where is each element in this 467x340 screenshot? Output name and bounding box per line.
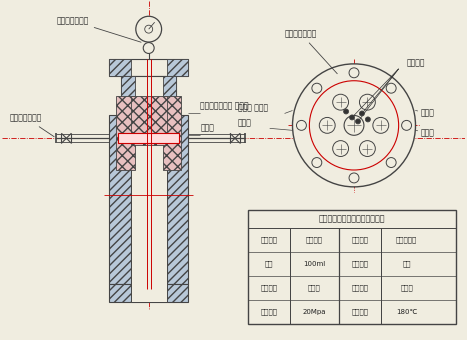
Circle shape xyxy=(309,81,399,170)
Circle shape xyxy=(402,120,411,130)
Text: 取样口: 取样口 xyxy=(238,118,252,128)
Text: 蓝宝石: 蓝宝石 xyxy=(308,284,321,291)
Bar xyxy=(109,116,131,284)
Bar xyxy=(167,59,188,76)
Bar xyxy=(131,116,167,302)
Text: 主体材质: 主体材质 xyxy=(352,260,368,267)
Circle shape xyxy=(386,83,396,93)
Text: 设计压力: 设计压力 xyxy=(260,308,277,315)
Text: 客户名称: 客户名称 xyxy=(260,236,277,243)
Circle shape xyxy=(292,64,416,187)
Text: 挿头材质: 挿头材质 xyxy=(352,284,368,291)
Bar xyxy=(109,59,131,76)
Text: 进气口和进液口 排气口: 进气口和进液口 排气口 xyxy=(200,102,249,110)
Text: 北京世纪森肃实验仪器有限公司: 北京世纪森肃实验仪器有限公司 xyxy=(319,214,385,223)
Text: 100ml: 100ml xyxy=(303,260,325,267)
Circle shape xyxy=(349,68,359,78)
Text: 取样口: 取样口 xyxy=(200,123,214,132)
Bar xyxy=(109,59,188,76)
Bar xyxy=(121,76,177,116)
Bar xyxy=(116,96,135,170)
Bar xyxy=(163,96,181,170)
Circle shape xyxy=(143,42,154,53)
Circle shape xyxy=(355,119,361,124)
Circle shape xyxy=(365,117,370,122)
Circle shape xyxy=(319,117,335,133)
Text: 北京大学: 北京大学 xyxy=(306,236,323,243)
Circle shape xyxy=(312,157,322,168)
Circle shape xyxy=(136,16,162,42)
Circle shape xyxy=(360,111,364,116)
Circle shape xyxy=(360,94,375,110)
Text: 不锈锂: 不锈锂 xyxy=(400,284,413,291)
Text: 设备名称: 设备名称 xyxy=(352,236,368,243)
Circle shape xyxy=(333,141,348,156)
Text: 衩片材质: 衩片材质 xyxy=(260,284,277,291)
Text: 蓝宝石孔: 蓝宝石孔 xyxy=(407,59,425,68)
Circle shape xyxy=(297,120,306,130)
Circle shape xyxy=(333,94,348,110)
Bar xyxy=(167,116,188,284)
Circle shape xyxy=(360,141,375,156)
Bar xyxy=(248,210,456,324)
Bar xyxy=(118,133,179,143)
Text: 进液口 排气口: 进液口 排气口 xyxy=(238,103,268,113)
Circle shape xyxy=(349,173,359,183)
Text: 进气口: 进气口 xyxy=(416,128,434,137)
Circle shape xyxy=(344,109,348,114)
Text: 锄金: 锄金 xyxy=(403,260,411,267)
Circle shape xyxy=(386,157,396,168)
Text: 进液口: 进液口 xyxy=(416,108,434,117)
Text: 设计温度: 设计温度 xyxy=(352,308,368,315)
Circle shape xyxy=(349,115,354,120)
Text: 取样口和排气口: 取样口和排气口 xyxy=(10,114,54,137)
Circle shape xyxy=(312,83,322,93)
Text: 蓝宝石管实: 蓝宝石管实 xyxy=(396,236,417,243)
Circle shape xyxy=(373,117,389,133)
Circle shape xyxy=(344,116,364,135)
Text: 20Mpa: 20Mpa xyxy=(303,309,326,315)
Bar xyxy=(109,284,188,302)
Bar xyxy=(121,76,135,116)
Text: 压力表和爆破片: 压力表和爆破片 xyxy=(284,29,337,74)
Text: 180℃: 180℃ xyxy=(396,309,417,315)
Text: 压力表和爆破片: 压力表和爆破片 xyxy=(57,16,141,42)
Text: 容积: 容积 xyxy=(264,260,273,267)
Bar xyxy=(131,96,167,145)
Bar xyxy=(163,76,177,116)
